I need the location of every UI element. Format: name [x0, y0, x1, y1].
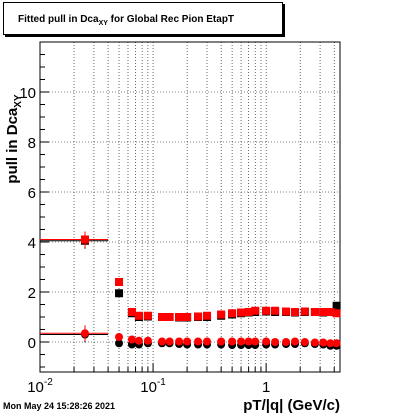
x-axis-label: pT/|q| (GeV/c) — [243, 397, 340, 414]
y-tick-label: 2 — [28, 285, 36, 302]
chart-title: Fitted pull in DcaXY for Global Rec Pion… — [3, 2, 283, 35]
data-point — [228, 309, 237, 318]
y-tick-label: 0 — [28, 335, 36, 352]
data-point — [134, 311, 143, 320]
data-point — [175, 337, 184, 346]
data-point — [143, 336, 152, 345]
y-tick-label: 8 — [28, 135, 36, 152]
data-point — [203, 311, 212, 320]
data-point — [203, 337, 212, 346]
y-axis-label: pull in DcaXY — [4, 94, 24, 184]
data-point — [134, 336, 143, 345]
y-tick-label: 6 — [28, 185, 36, 202]
data-point — [194, 337, 203, 346]
data-point — [244, 337, 253, 346]
data-point — [183, 337, 192, 346]
data-point — [175, 313, 184, 321]
y-tick-label: 4 — [28, 235, 36, 252]
data-point — [115, 333, 124, 341]
data-point — [319, 338, 328, 347]
timestamp: Mon May 24 15:28:26 2021 — [3, 401, 116, 411]
data-point — [326, 339, 335, 348]
data-point — [282, 338, 291, 346]
data-point — [158, 337, 167, 346]
data-point — [80, 329, 89, 338]
data-point — [127, 335, 136, 344]
data-point — [217, 337, 226, 346]
data-point — [237, 337, 246, 346]
data-point — [165, 337, 174, 346]
data-point — [332, 339, 341, 348]
data-point — [115, 278, 124, 286]
data-point — [251, 306, 260, 315]
x-tick-label: 1 — [262, 379, 270, 396]
series-1 — [40, 231, 341, 321]
data-point — [115, 289, 124, 298]
data-point — [183, 313, 192, 321]
data-point — [262, 306, 271, 315]
x-tick-label: 10-2 — [27, 377, 53, 396]
data-point — [271, 306, 280, 315]
data-point — [228, 337, 237, 346]
data-point — [80, 235, 89, 244]
data-point — [282, 307, 291, 316]
data-point — [165, 313, 174, 321]
data-point — [319, 308, 328, 316]
data-point — [127, 308, 136, 316]
data-point — [244, 308, 253, 316]
data-point — [300, 338, 309, 346]
data-point — [310, 338, 319, 347]
data-point — [262, 337, 271, 346]
data-point — [332, 301, 341, 310]
data-point — [300, 307, 309, 316]
data-point — [143, 311, 152, 320]
data-point — [115, 339, 124, 348]
y-tick-label: 10 — [19, 85, 36, 102]
data-point — [291, 308, 300, 316]
data-point — [251, 337, 260, 346]
data-point — [237, 308, 246, 317]
data-point — [310, 308, 319, 316]
data-point — [332, 309, 341, 318]
series-3 — [40, 325, 341, 348]
data-point — [271, 338, 280, 346]
data-point — [194, 312, 203, 321]
x-tick-label: 10-1 — [140, 377, 166, 396]
data-point — [217, 310, 226, 319]
data-point — [326, 308, 335, 316]
plot-frame — [39, 41, 341, 373]
data-point — [158, 313, 167, 321]
data-point — [291, 337, 300, 346]
